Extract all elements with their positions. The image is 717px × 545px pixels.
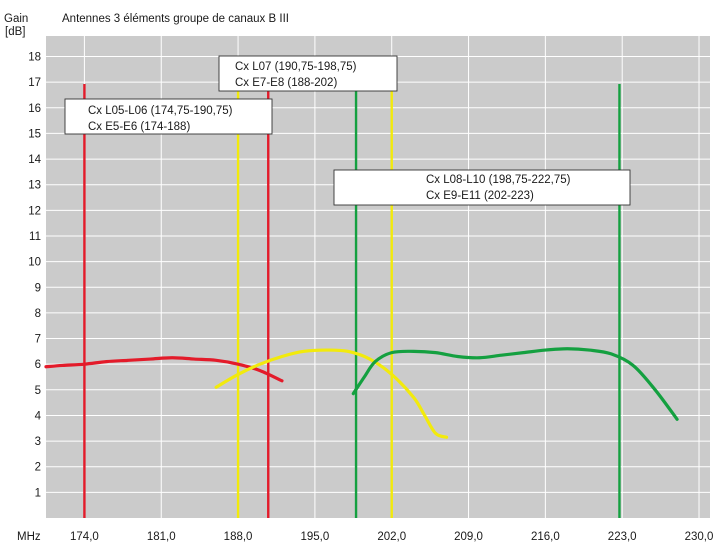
annotation-l08-l10: Cx L08-L10 (198,75-222,75) Cx E9-E11 (20… [333, 169, 631, 206]
y-tick-label: 10 [28, 257, 41, 269]
gain-curve-3 [351, 347, 679, 421]
y-tick-label: 5 [35, 385, 41, 397]
y-tick-label: 16 [28, 103, 41, 115]
annotation-l05-l06: Cx L05-L06 (174,75-190,75) Cx E5-E6 (174… [64, 98, 273, 135]
x-tick-label: 216,0 [531, 531, 560, 543]
y-axis-label: Gain [4, 13, 28, 25]
y-tick-label: 7 [35, 334, 41, 346]
y-tick-label: 3 [35, 436, 41, 448]
annotation-line: Cx E9-E11 (202-223) [426, 190, 534, 202]
annotation-line: Cx L05-L06 (174,75-190,75) [88, 105, 233, 117]
x-tick-label: 195,0 [301, 531, 330, 543]
annotation-line: Cx L07 (190,75-198,75) [235, 61, 357, 73]
annotation-line: Cx E7-E8 (188-202) [235, 77, 337, 89]
y-tick-label: 12 [28, 205, 41, 217]
x-axis-label: MHz [17, 531, 41, 543]
y-tick-label: 15 [28, 128, 41, 140]
gain-curve-1 [44, 356, 284, 383]
annotation-line: Cx E5-E6 (174-188) [88, 121, 190, 133]
x-tick-label: 223,0 [608, 531, 637, 543]
y-tick-label: 13 [28, 180, 41, 192]
channel-markers [83, 84, 621, 518]
annotation-line: Cx L08-L10 (198,75-222,75) [426, 174, 571, 186]
x-tick-label: 230,0 [685, 531, 714, 543]
x-tick-labels: 174,0 181,0 188,0 195,0 202,0 209,0 216,0 223,0… [70, 531, 713, 543]
y-tick-label: 6 [35, 359, 41, 371]
y-tick-label: 2 [35, 462, 41, 474]
grid-lines [46, 36, 710, 518]
y-tick-label: 9 [35, 282, 41, 294]
y-tick-label: 14 [28, 154, 41, 166]
y-tick-label: 8 [35, 308, 41, 320]
y-tick-label: 11 [29, 231, 41, 243]
y-tick-label: 17 [28, 77, 41, 89]
x-tick-label: 202,0 [377, 531, 406, 543]
annotation-l07: Cx L07 (190,75-198,75) Cx E7-E8 (188-202… [218, 55, 398, 92]
gain-curve-2 [214, 348, 449, 439]
y-tick-label: 1 [35, 487, 41, 499]
x-tick-label: 188,0 [224, 531, 253, 543]
y-tick-label: 4 [35, 410, 42, 422]
gain-curves [44, 347, 679, 439]
y-tick-label: 18 [28, 52, 41, 64]
x-tick-label: 174,0 [70, 531, 99, 543]
y-axis-unit: [dB] [5, 26, 25, 38]
x-tick-label: 209,0 [454, 531, 483, 543]
x-tick-label: 181,0 [147, 531, 176, 543]
chart-title: Antennes 3 éléments groupe de canaux B I… [62, 13, 289, 25]
